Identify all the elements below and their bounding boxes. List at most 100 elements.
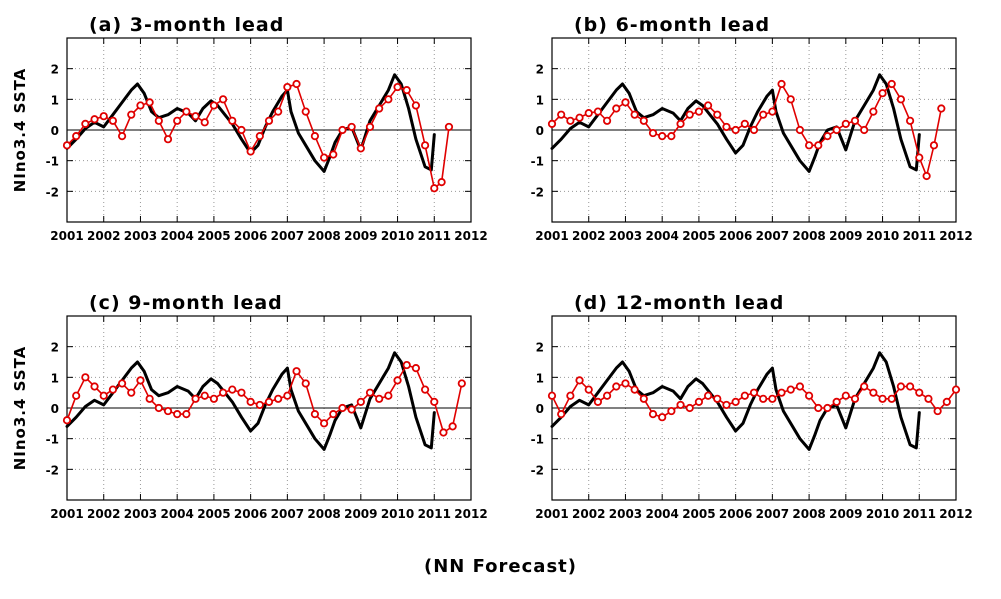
forecast-point <box>347 405 356 414</box>
forecast-point <box>420 141 430 150</box>
forecast-point <box>136 101 145 110</box>
y-tick-label: 1 <box>51 93 59 107</box>
forecast-point <box>228 385 237 394</box>
x-tick-label: 2009 <box>344 507 377 521</box>
x-tick-label: 2007 <box>756 507 789 521</box>
forecast-point <box>667 406 676 416</box>
forecast-point <box>648 410 658 419</box>
forecast-point <box>575 113 584 122</box>
forecast-point <box>905 382 915 391</box>
forecast-point <box>264 116 274 125</box>
y-tick-label: -2 <box>531 463 544 477</box>
y-tick-label: 1 <box>536 93 544 107</box>
forecast-point <box>365 388 375 397</box>
forecast-point <box>154 403 163 413</box>
forecast-point <box>136 376 145 385</box>
panel-d: (d) 12-month lead 2001 2002 2003 2004 2005 20… <box>531 292 973 521</box>
forecast-point <box>703 391 713 400</box>
y-tick-label: -2 <box>46 185 59 199</box>
forecast-point <box>108 385 118 394</box>
forecast-point <box>749 125 759 135</box>
forecast-point <box>922 171 931 181</box>
forecast-point <box>887 79 896 89</box>
forecast-point <box>768 107 777 116</box>
forecast-point <box>62 141 72 150</box>
forecast-point <box>694 107 704 116</box>
x-tick-label: 2004 <box>645 229 678 243</box>
forecast-point <box>786 95 795 104</box>
y-tick-label: 2 <box>51 63 59 77</box>
forecast-point <box>319 419 329 428</box>
forecast-point <box>393 376 402 385</box>
forecast-point <box>310 410 320 419</box>
forecast-point <box>448 422 457 431</box>
forecast-point <box>182 107 191 116</box>
forecast-point <box>814 403 823 413</box>
forecast-point <box>777 79 786 89</box>
forecast-point <box>191 112 200 121</box>
forecast-point <box>929 141 939 150</box>
forecast-point <box>850 394 860 403</box>
forecast-point <box>832 397 841 406</box>
y-tick-label: 2 <box>51 341 59 355</box>
forecast-point <box>127 110 136 119</box>
x-tick-label: 2012 <box>454 229 487 243</box>
observed-series-line <box>65 351 436 451</box>
x-tick-label: 2008 <box>792 507 825 521</box>
forecast-point <box>547 119 557 128</box>
forecast-point <box>740 391 749 400</box>
y-tick-label: 0 <box>51 124 59 138</box>
forecast-point <box>72 132 81 141</box>
x-tick-label: 2012 <box>454 507 487 521</box>
forecast-point <box>411 101 421 110</box>
forecast-point <box>896 95 906 104</box>
forecast-point <box>375 104 384 113</box>
forecast-point <box>942 397 951 406</box>
forecast-point <box>951 385 961 394</box>
forecast-point <box>301 379 310 388</box>
forecast-point <box>713 394 722 403</box>
forecast-point <box>173 410 182 419</box>
forecast-point <box>292 79 301 89</box>
forecast-point <box>99 112 108 121</box>
forecast-point <box>860 125 869 135</box>
forecast-point <box>439 428 448 437</box>
x-tick-label: 2002 <box>572 507 605 521</box>
forecast-point <box>740 119 749 128</box>
forecast-point <box>209 394 219 403</box>
forecast-point <box>676 119 685 128</box>
panel-c: (c) 9-month lead NIno3.4 SSTA 2001 2002 20… <box>11 292 488 521</box>
x-tick-label: 2008 <box>792 229 825 243</box>
forecast-point <box>72 391 81 400</box>
forecast-point <box>795 382 805 391</box>
forecast-point <box>301 107 310 116</box>
forecast-point <box>841 391 850 400</box>
forecast-point <box>823 403 832 413</box>
x-tick-label: 2012 <box>939 507 972 521</box>
forecast-point <box>163 135 173 144</box>
forecast-point <box>658 132 667 141</box>
forecast-point <box>667 132 676 141</box>
forecast-point <box>804 141 814 150</box>
y-tick-label: -2 <box>531 185 544 199</box>
forecast-point <box>117 132 127 141</box>
x-tick-label: 2011 <box>418 229 451 243</box>
x-tick-label: 2002 <box>87 507 120 521</box>
forecast-point <box>338 403 347 413</box>
forecast-point <box>575 376 584 385</box>
forecast-point <box>145 394 154 403</box>
panel-a: (a) 3-month lead NIno3.4 SSTA 2001 2002 20… <box>11 14 488 243</box>
forecast-point <box>905 116 915 125</box>
forecast-point <box>246 397 255 406</box>
forecast-point <box>274 394 283 403</box>
forecast-point <box>593 107 603 116</box>
x-tick-label: 2005 <box>197 229 230 243</box>
x-tick-label: 2001 <box>50 229 83 243</box>
forecast-point <box>319 153 329 162</box>
x-tick-label: 2009 <box>829 507 862 521</box>
forecast-point <box>375 394 384 403</box>
forecast-point <box>658 413 667 422</box>
x-tick-label: 2001 <box>50 507 83 521</box>
forecast-point <box>566 391 575 400</box>
x-tick-label: 2008 <box>307 229 340 243</box>
